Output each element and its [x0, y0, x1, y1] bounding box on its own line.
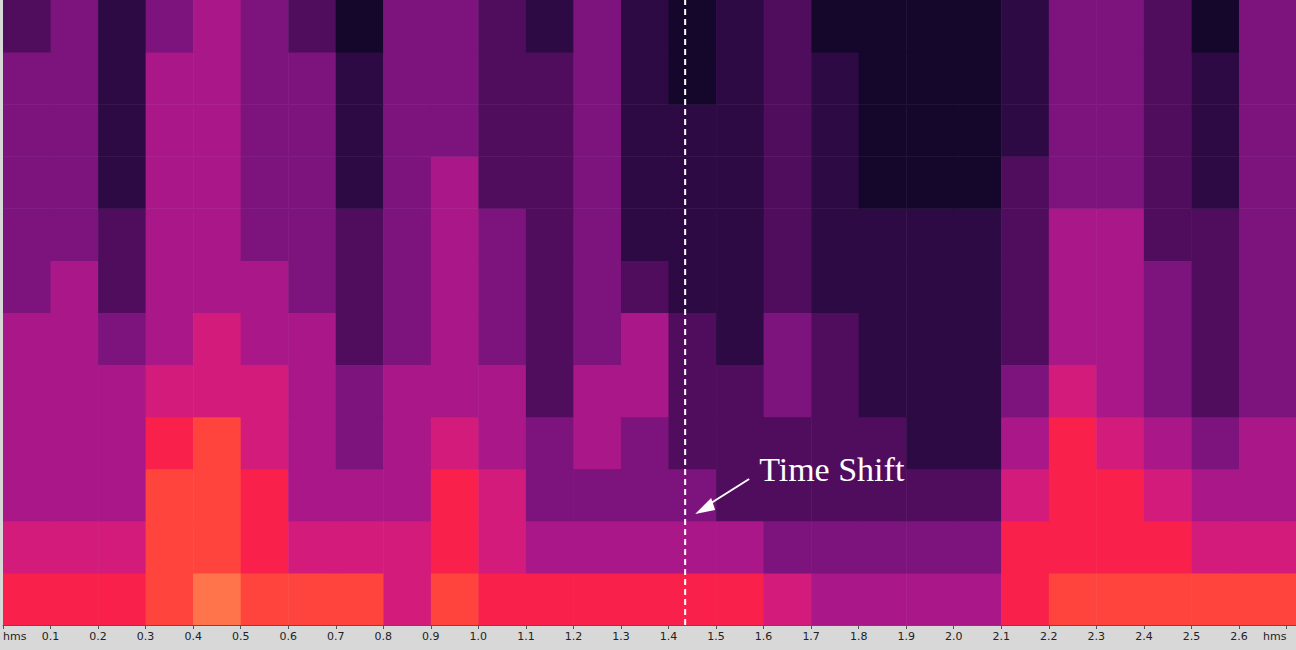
- svg-text:0.5: 0.5: [232, 630, 250, 643]
- svg-text:1.8: 1.8: [850, 630, 868, 643]
- svg-text:2.1: 2.1: [993, 630, 1011, 643]
- svg-text:0.8: 0.8: [375, 630, 393, 643]
- svg-text:hms: hms: [3, 630, 27, 643]
- svg-text:1.5: 1.5: [707, 630, 725, 643]
- svg-text:1.0: 1.0: [470, 630, 488, 643]
- svg-text:0.6: 0.6: [279, 630, 297, 643]
- svg-text:0.1: 0.1: [42, 630, 60, 643]
- svg-text:hms: hms: [1263, 630, 1287, 643]
- svg-text:2.4: 2.4: [1135, 630, 1153, 643]
- svg-text:1.4: 1.4: [660, 630, 678, 643]
- svg-text:1.7: 1.7: [802, 630, 820, 643]
- svg-text:2.0: 2.0: [945, 630, 963, 643]
- svg-text:2.5: 2.5: [1183, 630, 1201, 643]
- svg-text:0.4: 0.4: [184, 630, 202, 643]
- svg-text:1.6: 1.6: [755, 630, 773, 643]
- svg-text:0.9: 0.9: [422, 630, 440, 643]
- svg-text:1.2: 1.2: [565, 630, 583, 643]
- svg-text:0.2: 0.2: [89, 630, 107, 643]
- svg-text:0.7: 0.7: [327, 630, 345, 643]
- svg-text:0.3: 0.3: [137, 630, 155, 643]
- svg-text:1.3: 1.3: [612, 630, 630, 643]
- svg-text:1.9: 1.9: [897, 630, 915, 643]
- svg-text:1.1: 1.1: [517, 630, 535, 643]
- svg-text:2.6: 2.6: [1230, 630, 1248, 643]
- svg-text:2.3: 2.3: [1088, 630, 1106, 643]
- svg-text:2.2: 2.2: [1040, 630, 1058, 643]
- svg-text:Time Shift: Time Shift: [759, 451, 905, 488]
